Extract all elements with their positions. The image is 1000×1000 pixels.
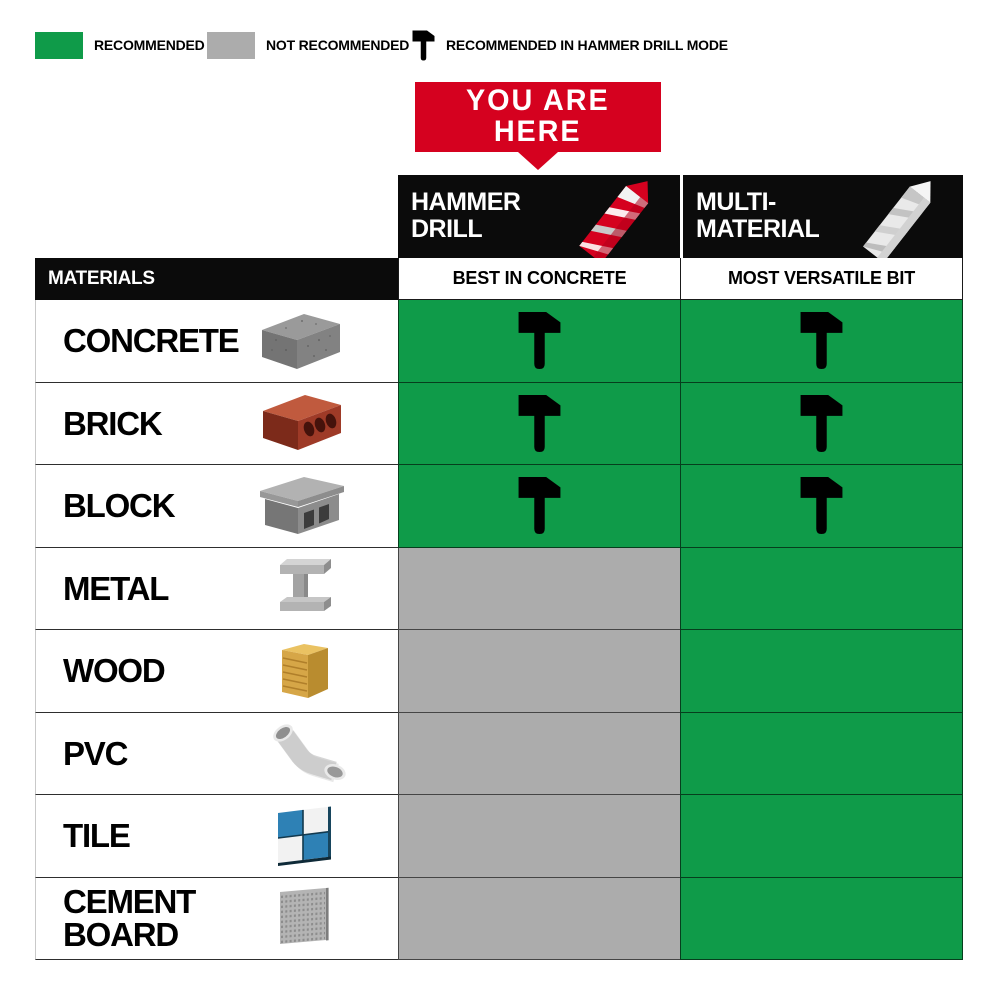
tile-icon: [278, 806, 331, 866]
cell-metal-hammer-drill: [398, 547, 680, 630]
legend-label: RECOMMENDED IN HAMMER DRILL MODE: [446, 37, 728, 53]
cell-brick-hammer-drill: [398, 382, 680, 465]
column-header-multi-material: MULTI- MATERIAL: [680, 175, 963, 258]
green-swatch: [35, 31, 83, 59]
cell-metal-multi-material: [680, 547, 963, 630]
column-title-line2: MATERIAL: [696, 214, 820, 243]
material-row-pvc: PVC: [35, 712, 398, 795]
hammer-mode-icon: [800, 394, 843, 452]
cell-brick-multi-material: [680, 382, 963, 465]
hammer-mode-icon: [518, 312, 561, 370]
legend-label: RECOMMENDED: [94, 37, 205, 53]
material-row-concrete: CONCRETE: [35, 300, 398, 383]
banner-pointer-triangle: [518, 152, 558, 170]
cell-tile-hammer-drill: [398, 795, 680, 878]
cell-concrete-hammer-drill: [398, 300, 680, 383]
column-title-line1: MULTI-: [696, 188, 776, 216]
material-row-brick: BRICK: [35, 382, 398, 465]
metal-icon: [280, 559, 331, 612]
material-label: CONCRETE: [63, 322, 240, 360]
cell-wood-multi-material: [680, 630, 963, 713]
material-row-tile: TILE: [35, 795, 398, 878]
material-label: WOOD: [63, 652, 166, 690]
banner-text-line2: HERE: [494, 115, 582, 148]
cell-wood-hammer-drill: [398, 630, 680, 713]
hammer-mode-icon: [518, 477, 561, 535]
white-multi-material-bit-icon: [863, 181, 931, 258]
you-are-here-banner: YOU ARE HERE: [415, 82, 661, 152]
material-label: BLOCK: [63, 487, 176, 525]
subheader-label: MOST VERSATILE BIT: [727, 268, 916, 288]
subheader-hammer-drill: BEST IN CONCRETE: [398, 258, 680, 300]
red-hammer-drill-bit-icon: [579, 181, 649, 258]
pvc-icon: [273, 724, 346, 783]
cell-pvc-multi-material: [680, 712, 963, 795]
cell-tile-multi-material: [680, 795, 963, 878]
cell-block-hammer-drill: [398, 465, 680, 548]
hammer-mode-icon: [518, 394, 561, 452]
material-label: PVC: [63, 734, 128, 772]
material-row-metal: METAL: [35, 547, 398, 630]
material-row-wood: WOOD: [35, 630, 398, 713]
column-header-hammer-drill: HAMMER DRILL: [398, 175, 680, 258]
column-title-line1: HAMMER: [411, 188, 521, 216]
hammer-mode-icon: [800, 477, 843, 535]
block-icon: [260, 476, 344, 534]
wood-icon: [282, 643, 328, 698]
material-label: METAL: [63, 569, 169, 607]
column-title-line2: DRILL: [411, 214, 483, 243]
cell-pvc-hammer-drill: [398, 712, 680, 795]
legend-item-recommended: RECOMMENDED: [35, 28, 205, 62]
legend-item-hammer-mode: RECOMMENDED IN HAMMER DRILL MODE: [412, 28, 728, 62]
hammer-icon: [412, 30, 435, 60]
subheader-label: BEST IN CONCRETE: [452, 268, 627, 288]
materials-header-bar: MATERIALS: [35, 258, 398, 300]
column-title: HAMMER DRILL: [411, 189, 521, 242]
corner-blank: [35, 175, 398, 258]
gray-swatch: [207, 31, 255, 59]
legend: RECOMMENDED NOT RECOMMENDED RECOMMENDED …: [0, 0, 1000, 75]
cell-concrete-multi-material: [680, 300, 963, 383]
cement-board-icon: [280, 887, 329, 945]
hammer-mode-icon: [800, 312, 843, 370]
materials-header-label: MATERIALS: [48, 268, 155, 289]
legend-label: NOT RECOMMENDED: [266, 37, 410, 53]
brick-icon: [263, 395, 341, 451]
subheader-multi-material: MOST VERSATILE BIT: [680, 258, 963, 300]
material-label: TILE: [63, 817, 131, 855]
column-title: MULTI- MATERIAL: [696, 188, 820, 243]
comparison-table: HAMMER DRILL MULTI- MATERIAL: [35, 175, 963, 960]
cell-block-multi-material: [680, 465, 963, 548]
concrete-icon: [262, 313, 340, 369]
material-row-block: BLOCK: [35, 465, 398, 548]
banner-text-line1: YOU ARE: [466, 84, 610, 118]
material-label: BRICK: [63, 404, 163, 442]
material-label: CEMENT BOARD: [63, 883, 196, 954]
cell-cement-board-hammer-drill: [398, 877, 680, 960]
material-row-cement-board: CEMENT BOARD: [35, 877, 398, 960]
legend-item-not-recommended: NOT RECOMMENDED: [207, 28, 409, 62]
cell-cement-board-multi-material: [680, 877, 963, 960]
